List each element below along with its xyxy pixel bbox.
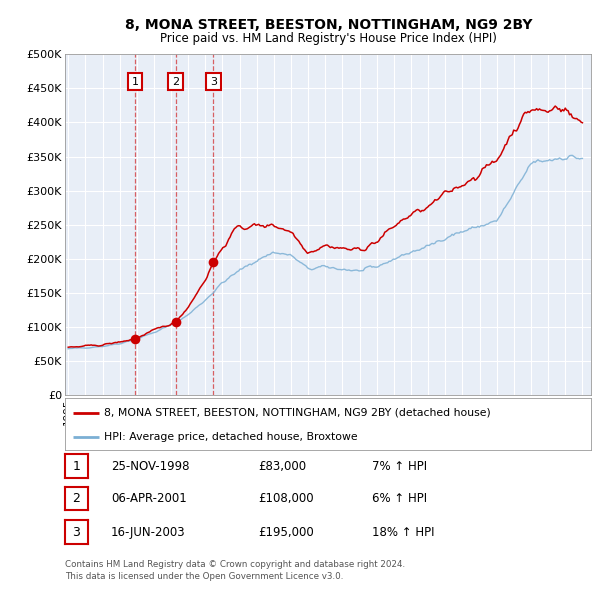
Text: £108,000: £108,000 — [258, 492, 314, 505]
Text: £83,000: £83,000 — [258, 460, 306, 473]
Text: This data is licensed under the Open Government Licence v3.0.: This data is licensed under the Open Gov… — [65, 572, 343, 581]
Text: 1: 1 — [131, 77, 139, 87]
Text: 25-NOV-1998: 25-NOV-1998 — [111, 460, 190, 473]
Text: 8, MONA STREET, BEESTON, NOTTINGHAM, NG9 2BY: 8, MONA STREET, BEESTON, NOTTINGHAM, NG9… — [125, 18, 533, 32]
Text: 2: 2 — [72, 492, 80, 505]
Text: 3: 3 — [210, 77, 217, 87]
Text: 16-JUN-2003: 16-JUN-2003 — [111, 526, 185, 539]
Text: 3: 3 — [72, 526, 80, 539]
Text: 8, MONA STREET, BEESTON, NOTTINGHAM, NG9 2BY (detached house): 8, MONA STREET, BEESTON, NOTTINGHAM, NG9… — [104, 408, 491, 418]
Text: 7% ↑ HPI: 7% ↑ HPI — [372, 460, 427, 473]
Text: 06-APR-2001: 06-APR-2001 — [111, 492, 187, 505]
Text: 2: 2 — [172, 77, 179, 87]
Text: 18% ↑ HPI: 18% ↑ HPI — [372, 526, 434, 539]
Text: Contains HM Land Registry data © Crown copyright and database right 2024.: Contains HM Land Registry data © Crown c… — [65, 560, 405, 569]
Text: £195,000: £195,000 — [258, 526, 314, 539]
Text: 6% ↑ HPI: 6% ↑ HPI — [372, 492, 427, 505]
Text: Price paid vs. HM Land Registry's House Price Index (HPI): Price paid vs. HM Land Registry's House … — [160, 32, 497, 45]
Text: 1: 1 — [72, 460, 80, 473]
Text: HPI: Average price, detached house, Broxtowe: HPI: Average price, detached house, Brox… — [104, 432, 358, 442]
